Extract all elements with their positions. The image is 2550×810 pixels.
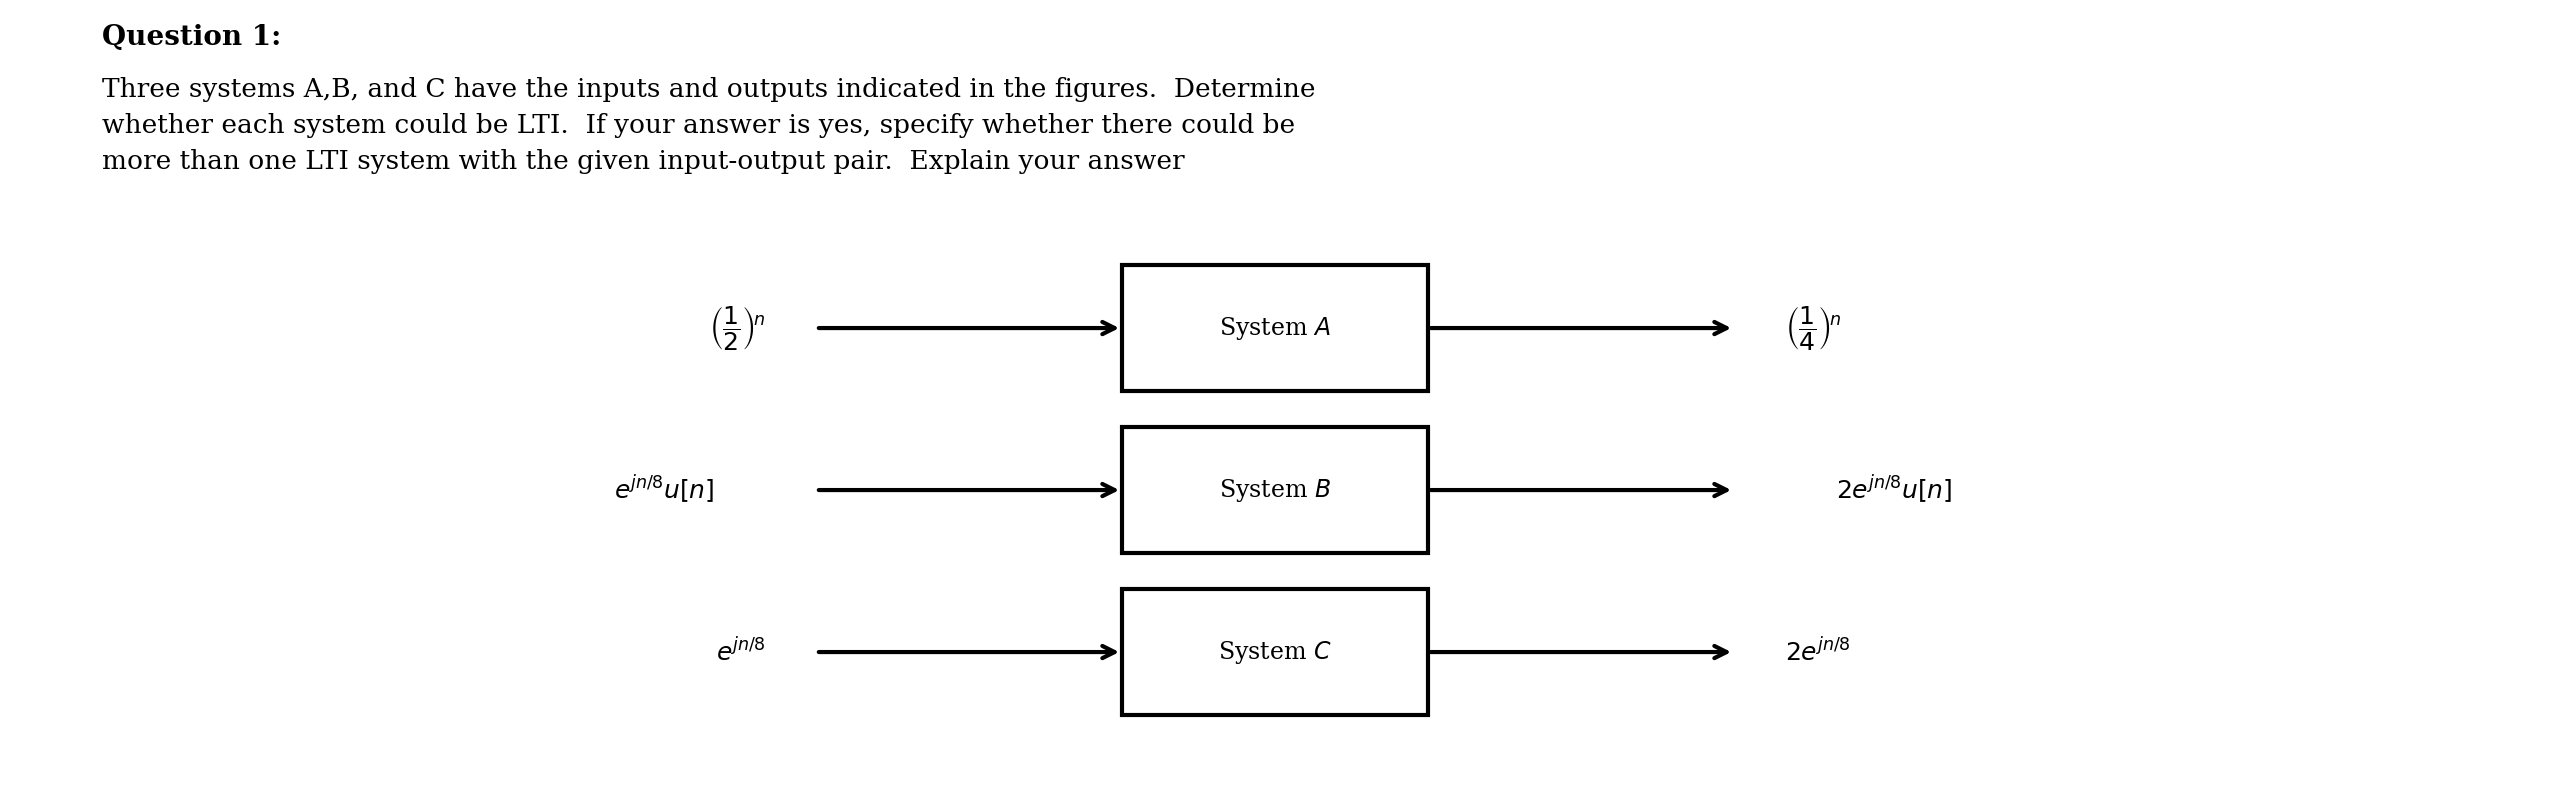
Text: $\left(\dfrac{1}{2}\right)^{\!n}$: $\left(\dfrac{1}{2}\right)^{\!n}$: [709, 304, 765, 352]
Text: System $C$: System $C$: [1219, 638, 1331, 666]
Text: System $B$: System $B$: [1219, 476, 1331, 504]
Text: Three systems A,B, and C have the inputs and outputs indicated in the figures.  : Three systems A,B, and C have the inputs…: [102, 77, 1316, 174]
Text: Question 1:: Question 1:: [102, 24, 280, 51]
Text: System $A$: System $A$: [1219, 314, 1331, 342]
Bar: [1122, 590, 1428, 714]
Bar: [1122, 428, 1428, 552]
Text: $2e^{jn/8}u[n]$: $2e^{jn/8}u[n]$: [1836, 474, 1953, 506]
Text: $e^{jn/8}u[n]$: $e^{jn/8}u[n]$: [615, 474, 714, 506]
Text: $\left(\dfrac{1}{4}\right)^{\!n}$: $\left(\dfrac{1}{4}\right)^{\!n}$: [1785, 304, 1841, 352]
Text: $e^{jn/8}$: $e^{jn/8}$: [717, 637, 765, 667]
Bar: [1122, 266, 1428, 391]
Text: $2e^{jn/8}$: $2e^{jn/8}$: [1785, 637, 1851, 667]
